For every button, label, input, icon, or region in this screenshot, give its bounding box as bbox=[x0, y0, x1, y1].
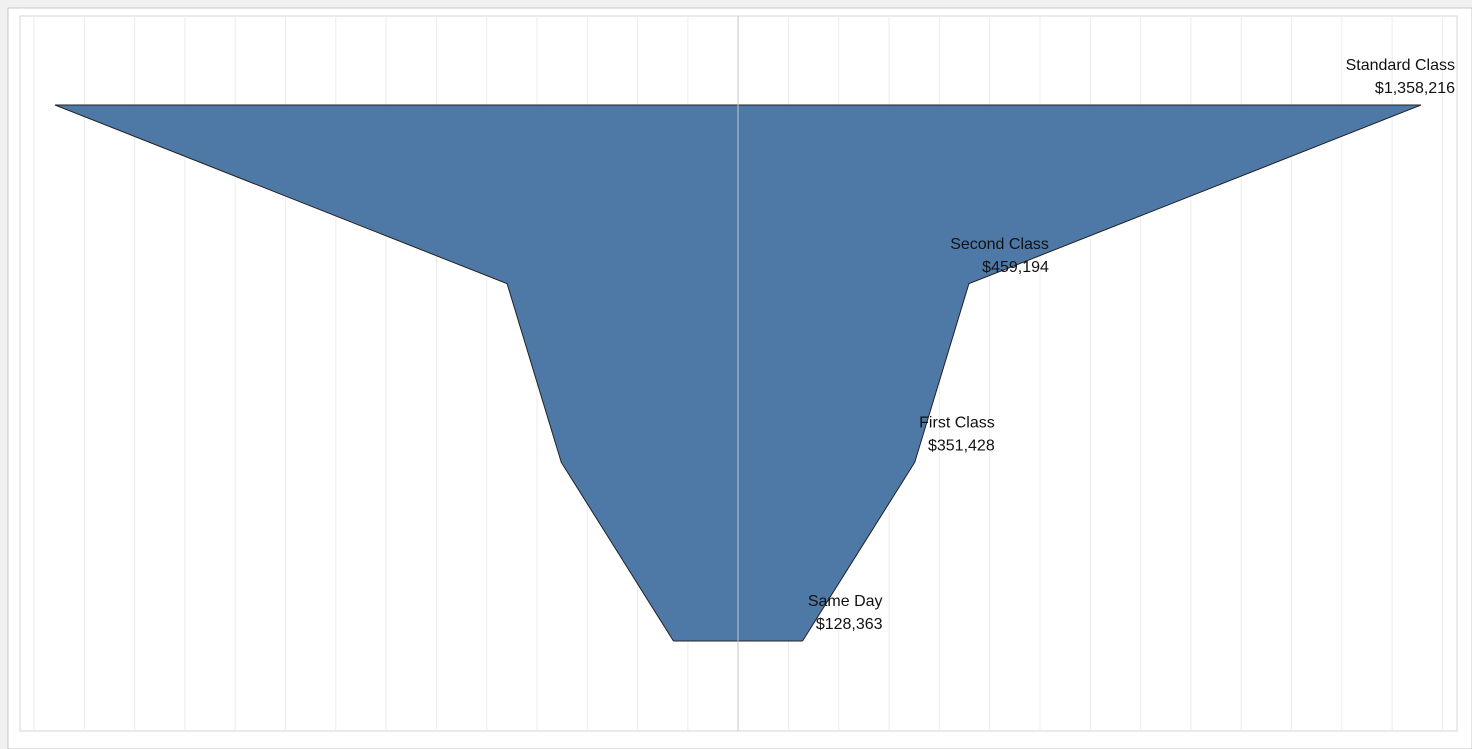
category-label: First Class bbox=[919, 415, 995, 432]
marks bbox=[54, 16, 1422, 731]
category-label: Standard Class bbox=[1346, 57, 1455, 74]
funnel-area-right bbox=[738, 105, 1421, 641]
category-label: Same Day bbox=[808, 593, 883, 610]
value-label: $128,363 bbox=[816, 616, 883, 633]
funnel-area-left bbox=[55, 105, 738, 641]
funnel-outline bbox=[54, 104, 674, 642]
category-label: Second Class bbox=[950, 236, 1049, 253]
value-label: $459,194 bbox=[982, 259, 1049, 276]
value-label: $1,358,216 bbox=[1375, 80, 1455, 97]
value-label: $351,428 bbox=[928, 438, 995, 455]
funnel-outline bbox=[802, 104, 1422, 642]
labels: Standard Class $1,358,216 Second Class $459… bbox=[808, 57, 1455, 633]
